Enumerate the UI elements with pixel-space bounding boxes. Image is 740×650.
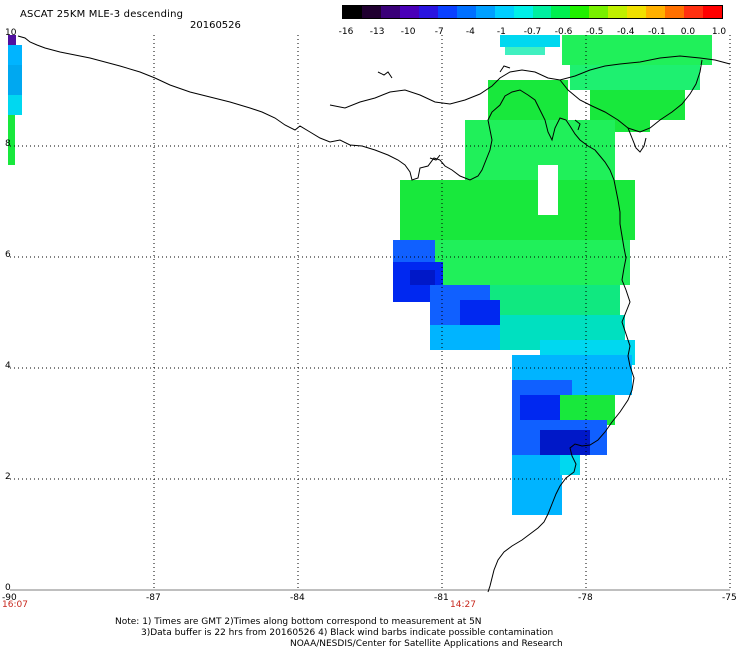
colorbar-label: -7 xyxy=(434,27,444,37)
colorbar-label: 0.0 xyxy=(680,27,696,37)
colorbar-segment xyxy=(475,6,495,18)
data-cell xyxy=(570,65,700,90)
coastline-gulf xyxy=(627,127,647,153)
map-date: 20160526 xyxy=(190,20,241,31)
colorbar-segment xyxy=(627,6,647,18)
colorbar-segment xyxy=(343,6,362,18)
x-tick-label: -87 xyxy=(146,593,161,603)
colorbar-segment xyxy=(608,6,628,18)
colorbar-segment xyxy=(437,6,457,18)
data-cell xyxy=(8,115,15,165)
colorbar-label: -0.7 xyxy=(523,27,542,37)
data-cell xyxy=(500,35,560,47)
time-label-center: 14:27 xyxy=(450,600,476,610)
data-cell xyxy=(505,47,545,55)
colorbar-label: -0.6 xyxy=(554,27,573,37)
colorbar-label: -16 xyxy=(338,27,354,37)
data-cell xyxy=(540,430,590,455)
colorbar-segment xyxy=(418,6,438,18)
colorbar-label: -4 xyxy=(465,27,475,37)
colorbar-segment xyxy=(494,6,514,18)
coastline-colombia-north xyxy=(559,59,703,133)
data-cell xyxy=(8,45,22,65)
colorbar-label: -0.5 xyxy=(585,27,604,37)
data-cell xyxy=(562,35,712,65)
colorbar-segment xyxy=(551,6,571,18)
colorbar xyxy=(342,5,723,19)
data-cell xyxy=(400,180,635,240)
y-tick-label: 10 xyxy=(5,28,17,38)
data-cell xyxy=(8,35,16,45)
data-cell xyxy=(460,300,500,325)
colorbar-label: -13 xyxy=(369,27,385,37)
colorbar-segment xyxy=(589,6,609,18)
note-line-3: NOAA/NESDIS/Center for Satellite Applica… xyxy=(290,639,563,649)
data-cell xyxy=(610,120,650,132)
y-tick-label: 6 xyxy=(5,250,11,260)
colorbar-label: -1 xyxy=(496,27,506,37)
colorbar-segment xyxy=(513,6,533,18)
colorbar-segment xyxy=(570,6,590,18)
map-title: ASCAT 25KM MLE-3 descending xyxy=(20,9,184,20)
colorbar-segment xyxy=(532,6,552,18)
mle-data-cells xyxy=(8,35,712,515)
data-cell xyxy=(512,455,562,515)
data-cell xyxy=(8,95,22,115)
y-tick-label: 0 xyxy=(5,583,11,593)
colorbar-segment xyxy=(646,6,666,18)
time-label-left: 16:07 xyxy=(2,600,28,610)
colorbar-segment xyxy=(665,6,685,18)
data-cell xyxy=(410,270,435,285)
data-cell xyxy=(538,165,558,215)
colorbar-segment xyxy=(684,6,704,18)
colorbar-segment xyxy=(703,6,723,18)
x-tick-label: -78 xyxy=(578,593,593,603)
data-cell xyxy=(393,240,435,262)
x-tick-label: -75 xyxy=(722,593,737,603)
data-cell xyxy=(430,325,500,350)
colorbar-segment xyxy=(399,6,419,18)
coastline-islands xyxy=(377,65,581,161)
colorbar-segment xyxy=(456,6,476,18)
colorbar-segment xyxy=(380,6,400,18)
data-cell xyxy=(435,240,630,285)
colorbar-label: -10 xyxy=(400,27,416,37)
x-tick-label: -84 xyxy=(290,593,305,603)
x-tick-label: -81 xyxy=(434,593,449,603)
note-line-1: Note: 1) Times are GMT 2)Times along bot… xyxy=(115,617,482,627)
coastline xyxy=(17,35,731,593)
coastline-caribbean xyxy=(329,55,731,109)
data-cell xyxy=(590,90,685,120)
data-cell xyxy=(488,80,568,120)
colorbar-label: -0.4 xyxy=(616,27,635,37)
note-line-2: 3)Data buffer is 22 hrs from 20160526 4)… xyxy=(141,628,554,638)
data-cell xyxy=(8,65,22,95)
colorbar-label: 1.0 xyxy=(711,27,727,37)
data-cell xyxy=(560,455,580,475)
y-tick-label: 2 xyxy=(5,472,11,482)
colorbar-label: -0.1 xyxy=(648,27,666,37)
x-tick-label: -90 xyxy=(2,593,17,603)
y-tick-label: 4 xyxy=(5,361,11,371)
coastline-central-america xyxy=(17,35,635,593)
colorbar-segment xyxy=(361,6,381,18)
y-tick-label: 8 xyxy=(5,139,11,149)
